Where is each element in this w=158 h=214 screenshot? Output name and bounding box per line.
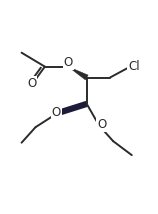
Text: O: O — [27, 77, 36, 90]
Text: Cl: Cl — [128, 60, 140, 73]
Text: O: O — [64, 56, 73, 69]
Text: O: O — [97, 118, 106, 131]
Text: O: O — [52, 106, 61, 119]
Polygon shape — [68, 67, 88, 80]
